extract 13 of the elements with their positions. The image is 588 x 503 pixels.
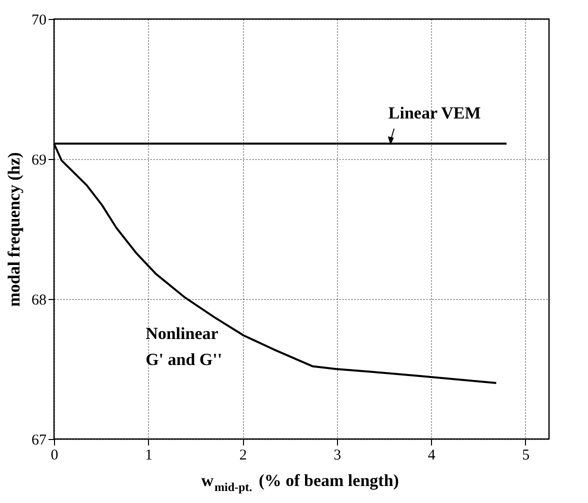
y-tick-label: 69: [32, 152, 46, 168]
x-tick-label: 3: [334, 448, 342, 464]
x-tick-label: 5: [522, 448, 530, 464]
x-tick-label: 4: [428, 448, 436, 464]
x-tick-label: 1: [145, 448, 153, 464]
y-tick-label: 67: [32, 432, 47, 448]
y-tick-label: 70: [32, 12, 46, 28]
x-tick-label: 0: [50, 448, 58, 464]
annotation: Linear VEM: [388, 104, 481, 123]
y-axis-title: modal frequency (hz): [4, 152, 24, 307]
x-tick-label: 2: [239, 448, 247, 464]
y-tick-label: 68: [32, 292, 46, 308]
annotation: Nonlinear G' and G'': [146, 324, 222, 369]
